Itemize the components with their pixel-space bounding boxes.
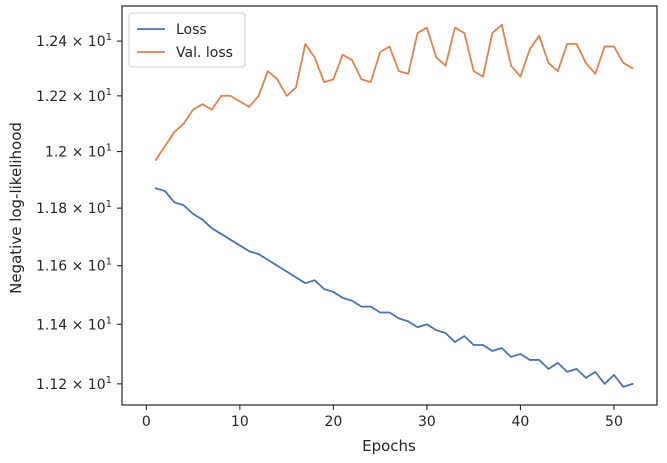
y-tick-label: 1.16 × 101 <box>36 257 112 275</box>
y-tick-label: 1.18 × 101 <box>36 199 112 217</box>
legend: Loss Val. loss <box>128 12 246 68</box>
x-tick-label: 30 <box>418 414 436 430</box>
y-tick-label: 1.12 × 101 <box>36 375 112 393</box>
x-tick-label: 10 <box>231 414 249 430</box>
x-axis-label: Epochs <box>362 437 416 455</box>
y-tick-label: 1.24 × 101 <box>36 32 112 50</box>
y-tick-label: 1.2 × 101 <box>45 143 112 161</box>
x-tick-label: 40 <box>512 414 530 430</box>
x-tick-label: 20 <box>324 414 342 430</box>
axes: 0 10 20 30 40 50 1.12 × 101 1.14 × 101 1.16 × 10… <box>36 5 658 430</box>
series-line-loss <box>154 187 634 388</box>
axes-frame <box>121 5 658 406</box>
series-line-val-loss <box>154 23 634 161</box>
x-tick-label: 50 <box>605 414 623 430</box>
legend-label: Loss <box>176 22 207 38</box>
y-tick-label: 1.22 × 101 <box>36 87 112 105</box>
legend-label: Val. loss <box>176 45 233 61</box>
x-tick-label: 0 <box>142 414 151 430</box>
y-axis-label: Negative log-likelihood <box>7 122 25 294</box>
plot-area <box>154 23 634 388</box>
y-tick-label: 1.14 × 101 <box>36 315 112 333</box>
legend-box <box>128 12 246 68</box>
